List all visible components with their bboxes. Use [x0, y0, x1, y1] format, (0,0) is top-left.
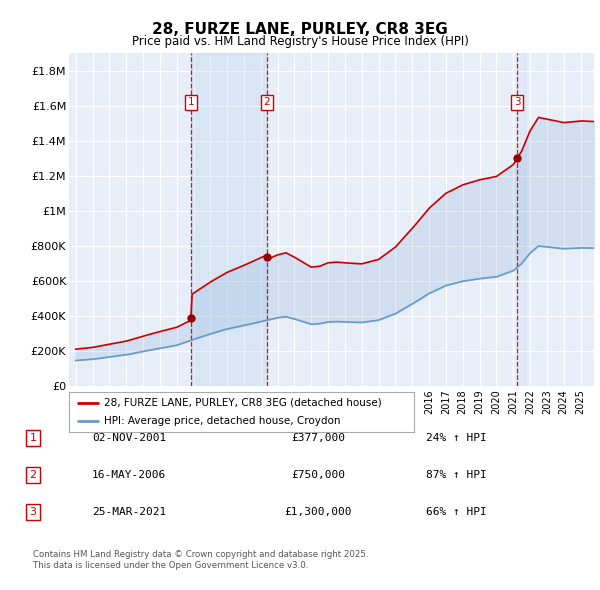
Text: 24% ↑ HPI: 24% ↑ HPI [425, 433, 487, 442]
Text: £750,000: £750,000 [291, 470, 345, 480]
Text: This data is licensed under the Open Government Licence v3.0.: This data is licensed under the Open Gov… [33, 560, 308, 569]
Text: 2: 2 [29, 470, 37, 480]
Text: 1: 1 [188, 97, 194, 107]
Text: 28, FURZE LANE, PURLEY, CR8 3EG: 28, FURZE LANE, PURLEY, CR8 3EG [152, 22, 448, 37]
Text: 3: 3 [29, 507, 37, 517]
Text: 66% ↑ HPI: 66% ↑ HPI [425, 507, 487, 517]
Text: 1: 1 [29, 433, 37, 442]
Bar [517, 53, 526, 386]
Text: 2: 2 [264, 97, 271, 107]
Text: Contains HM Land Registry data © Crown copyright and database right 2025.: Contains HM Land Registry data © Crown c… [33, 550, 368, 559]
Text: 87% ↑ HPI: 87% ↑ HPI [425, 470, 487, 480]
Text: £377,000: £377,000 [291, 433, 345, 442]
Text: £1,300,000: £1,300,000 [284, 507, 352, 517]
Text: Price paid vs. HM Land Registry's House Price Index (HPI): Price paid vs. HM Land Registry's House … [131, 35, 469, 48]
Text: 3: 3 [514, 97, 520, 107]
Text: 28, FURZE LANE, PURLEY, CR8 3EG (detached house): 28, FURZE LANE, PURLEY, CR8 3EG (detache… [104, 398, 381, 408]
Text: HPI: Average price, detached house, Croydon: HPI: Average price, detached house, Croy… [104, 416, 340, 426]
Text: 16-MAY-2006: 16-MAY-2006 [92, 470, 166, 480]
Text: 25-MAR-2021: 25-MAR-2021 [92, 507, 166, 517]
Bar [191, 53, 267, 386]
Text: 02-NOV-2001: 02-NOV-2001 [92, 433, 166, 442]
